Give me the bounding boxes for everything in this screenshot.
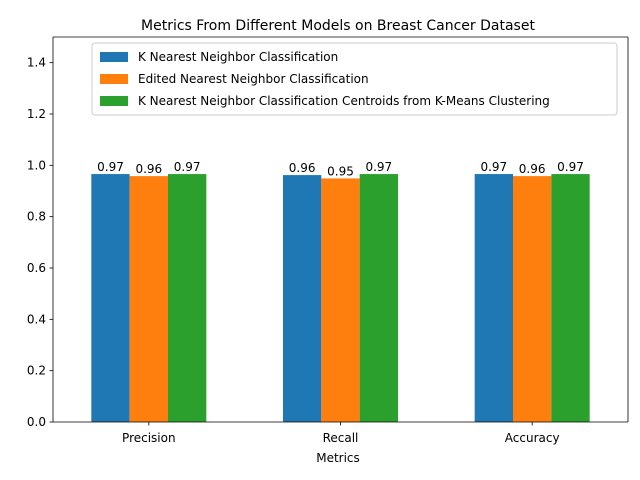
legend: K Nearest Neighbor Classification Edited … — [91, 42, 618, 116]
x-tick-label: Accuracy — [505, 431, 560, 445]
legend-frame — [91, 42, 618, 116]
legend-entry: K Nearest Neighbor Classification Centro… — [138, 94, 550, 108]
bar — [359, 174, 398, 422]
bar-value-label: 0.97 — [174, 160, 201, 174]
legend-swatch — [100, 96, 128, 106]
chart-title: Metrics From Different Models on Breast … — [141, 18, 535, 34]
y-tick-label: 0.8 — [27, 210, 46, 224]
x-axis-title: Metrics — [316, 451, 360, 465]
y-tick-label: 0.2 — [27, 364, 46, 378]
bar-value-label: 0.97 — [97, 160, 124, 174]
bar-value-label: 0.97 — [365, 160, 392, 174]
bar-value-label: 0.96 — [289, 161, 316, 175]
y-tick-label: 1.0 — [27, 158, 46, 172]
bar-value-label: 0.96 — [135, 162, 162, 176]
bar — [168, 174, 207, 422]
bar — [283, 175, 322, 422]
bar — [129, 176, 168, 422]
axes-layer: 0.0 0.2 0.4 0.6 0.8 1.0 1.2 1.4 Precision Recall A… — [27, 36, 629, 445]
bar-value-label: 0.95 — [327, 164, 354, 178]
y-tick-label: 1.2 — [27, 107, 46, 121]
legend-entry: Edited Nearest Neighbor Classification — [138, 72, 369, 86]
bar — [474, 174, 513, 422]
bar — [321, 178, 360, 422]
x-tick-label: Recall — [323, 431, 359, 445]
y-tick-label: 0.0 — [27, 415, 46, 429]
bar — [513, 176, 552, 422]
legend-swatch — [100, 74, 128, 84]
legend-swatch — [100, 52, 128, 62]
y-tick-label: 0.6 — [27, 261, 46, 275]
bars-layer: 0.97 0.96 0.97 0.96 0.95 0.96 0.97 0.97 0.97 — [91, 160, 590, 422]
bar-value-label: 0.96 — [519, 162, 546, 176]
bar — [91, 174, 130, 422]
y-tick-label: 1.4 — [27, 56, 46, 70]
bar-value-label: 0.97 — [557, 160, 584, 174]
bar — [551, 174, 590, 422]
x-tick-label: Precision — [122, 431, 176, 445]
bar-value-label: 0.97 — [480, 160, 507, 174]
legend-entry: K Nearest Neighbor Classification — [138, 50, 338, 64]
y-tick-label: 0.4 — [27, 312, 46, 326]
